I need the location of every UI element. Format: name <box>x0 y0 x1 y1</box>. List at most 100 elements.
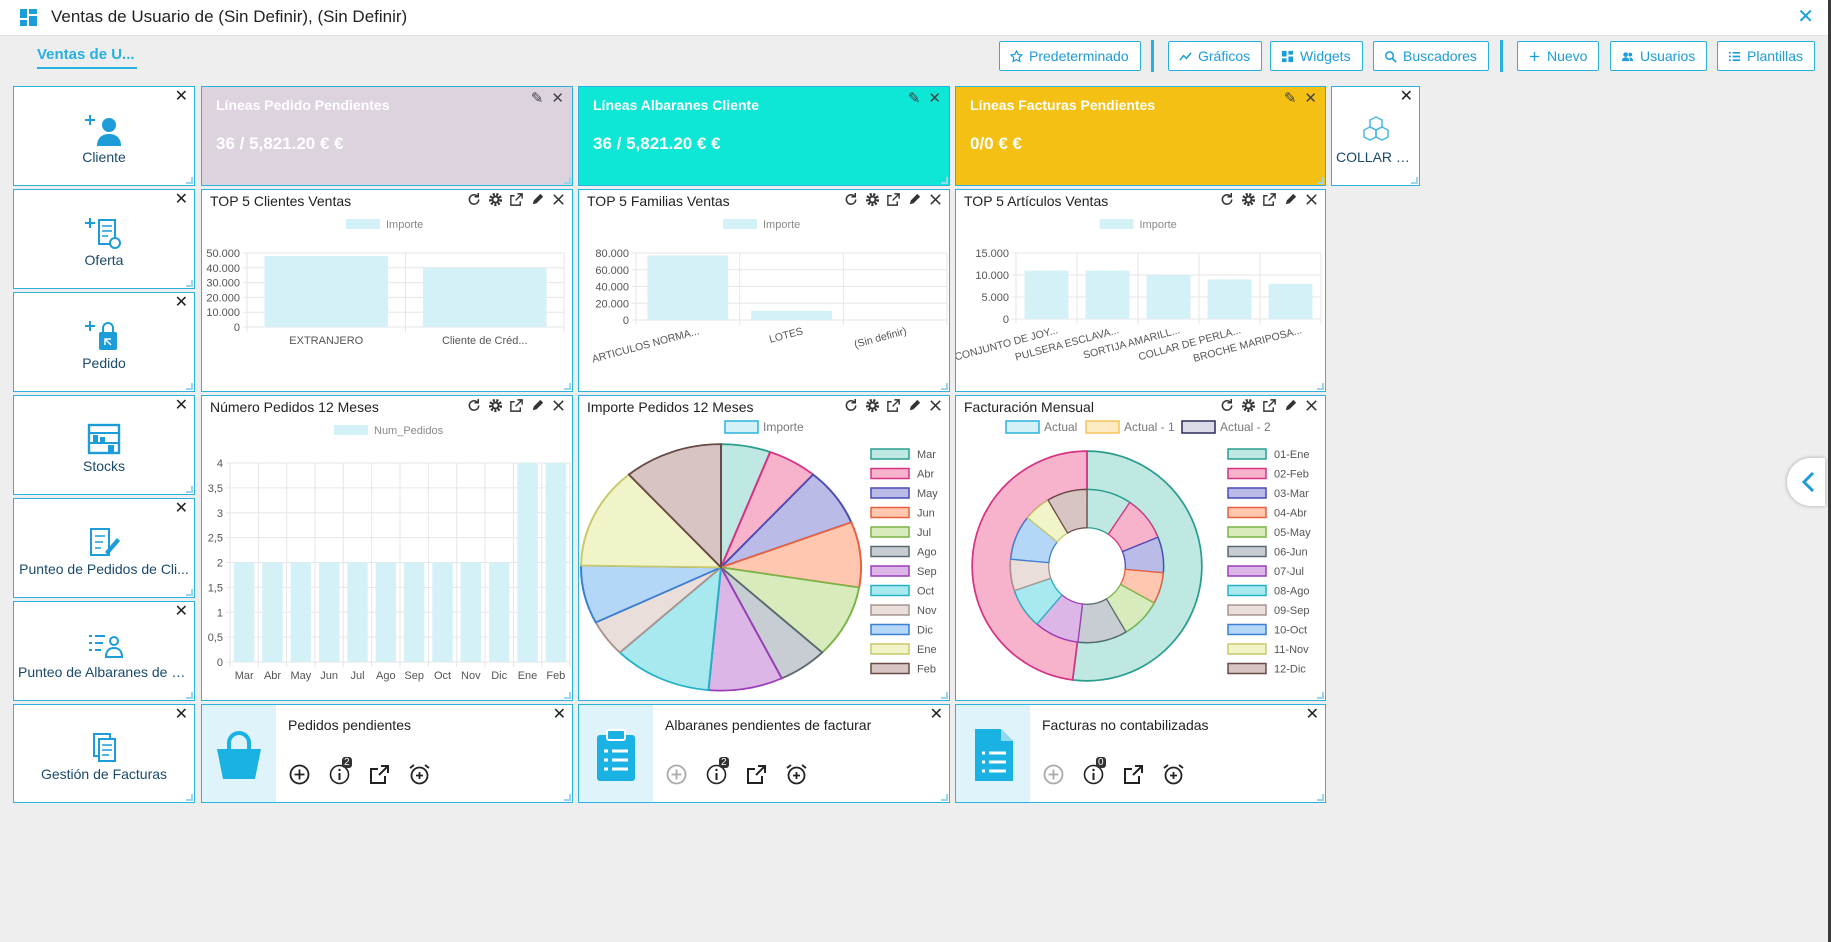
info-icon[interactable]: 2 <box>328 757 352 786</box>
expand-icon[interactable] <box>1262 192 1277 207</box>
add-circle-icon[interactable] <box>665 763 688 786</box>
resize-handle[interactable] <box>186 589 193 596</box>
gear-icon[interactable] <box>488 398 503 413</box>
quick-tile-punteo-pedidos[interactable]: ✕ Punteo de Pedidos de Cli... <box>13 498 195 598</box>
gear-icon[interactable] <box>1241 398 1256 413</box>
refresh-icon[interactable] <box>844 192 859 207</box>
quick-tile-punteo-albaranes[interactable]: ✕ Punteo de Albaranes de C... <box>13 601 195 701</box>
plantillas-button[interactable]: Plantillas <box>1717 41 1816 71</box>
expand-icon[interactable] <box>1262 398 1277 413</box>
close-icon[interactable] <box>1304 192 1319 207</box>
nuevo-button[interactable]: Nuevo <box>1517 41 1600 71</box>
close-icon[interactable]: ✕ <box>174 397 188 414</box>
close-icon[interactable]: ✕ <box>928 90 941 107</box>
resize-handle[interactable] <box>186 486 193 493</box>
close-icon[interactable]: ✕ <box>552 706 566 723</box>
close-icon[interactable] <box>551 192 566 207</box>
edit-icon[interactable]: ✎ <box>530 90 544 107</box>
side-panel-toggle[interactable] <box>1787 458 1825 506</box>
resize-handle[interactable] <box>186 794 193 801</box>
graficos-button[interactable]: Gráficos <box>1168 41 1263 71</box>
quick-tile-oferta[interactable]: ✕ Oferta <box>13 189 195 289</box>
resize-handle[interactable] <box>941 383 948 390</box>
expand-icon[interactable] <box>509 192 524 207</box>
quick-tile-collar[interactable]: ✕ COLLAR DE... <box>1331 86 1420 186</box>
resize-handle[interactable] <box>1317 177 1324 184</box>
quick-tile-gestion-facturas[interactable]: ✕ Gestión de Facturas <box>13 704 195 803</box>
edit-icon[interactable]: ✎ <box>907 90 921 107</box>
kpi-lineas-facturas-pendientes[interactable]: Líneas Facturas Pendientes 0/0 € € ✎ ✕ <box>955 86 1326 186</box>
close-icon[interactable]: ✕ <box>174 88 188 105</box>
open-external-icon[interactable] <box>1122 763 1145 786</box>
alarm-add-icon[interactable] <box>1162 763 1185 786</box>
resize-handle[interactable] <box>1317 794 1324 801</box>
resize-handle[interactable] <box>1317 383 1324 390</box>
expand-icon[interactable] <box>886 398 901 413</box>
gear-icon[interactable] <box>1241 192 1256 207</box>
close-icon[interactable]: ✕ <box>174 294 188 311</box>
resize-handle[interactable] <box>186 692 193 699</box>
refresh-icon[interactable] <box>467 192 482 207</box>
resize-handle[interactable] <box>941 794 948 801</box>
buscadores-button[interactable]: Buscadores <box>1373 41 1489 71</box>
kpi-lineas-pedido-pendientes[interactable]: Líneas Pedido Pendientes 36 / 5,821.20 €… <box>201 86 573 186</box>
quick-tile-pedido[interactable]: ✕ Pedido <box>13 292 195 392</box>
open-external-icon[interactable] <box>368 763 391 786</box>
quick-tile-stocks[interactable]: ✕ Stocks <box>13 395 195 495</box>
resize-handle[interactable] <box>564 177 571 184</box>
gear-icon[interactable] <box>488 192 503 207</box>
refresh-icon[interactable] <box>844 398 859 413</box>
resize-handle[interactable] <box>1411 177 1418 184</box>
info-icon[interactable]: 0 <box>1082 757 1106 786</box>
edit-icon[interactable] <box>907 398 922 413</box>
edit-icon[interactable]: ✎ <box>1283 90 1297 107</box>
add-circle-icon[interactable] <box>1042 763 1065 786</box>
resize-handle[interactable] <box>941 177 948 184</box>
close-icon[interactable]: ✕ <box>174 191 188 208</box>
close-icon[interactable] <box>928 192 943 207</box>
open-external-icon[interactable] <box>745 763 768 786</box>
alarm-add-icon[interactable] <box>408 763 431 786</box>
close-icon[interactable]: ✕ <box>1399 88 1413 105</box>
kpi-lineas-albaranes-cliente[interactable]: Líneas Albaranes Cliente 36 / 5,821.20 €… <box>578 86 950 186</box>
add-circle-icon[interactable] <box>288 763 311 786</box>
widgets-button[interactable]: Widgets <box>1270 41 1363 71</box>
expand-icon[interactable] <box>886 192 901 207</box>
resize-handle[interactable] <box>564 383 571 390</box>
resize-handle[interactable] <box>186 383 193 390</box>
expand-icon[interactable] <box>509 398 524 413</box>
tab-ventas[interactable]: Ventas de U... <box>37 46 137 69</box>
close-icon[interactable]: ✕ <box>1304 90 1317 107</box>
close-icon[interactable]: ✕ <box>929 706 943 723</box>
edit-icon[interactable] <box>530 192 545 207</box>
resize-handle[interactable] <box>564 692 571 699</box>
edit-icon[interactable] <box>1283 192 1298 207</box>
close-icon[interactable] <box>1304 398 1319 413</box>
edit-icon[interactable] <box>907 192 922 207</box>
close-icon[interactable]: ✕ <box>174 603 188 620</box>
info-icon[interactable]: 2 <box>705 757 729 786</box>
edit-icon[interactable] <box>530 398 545 413</box>
edit-icon[interactable] <box>1283 398 1298 413</box>
close-window-icon[interactable]: ✕ <box>1797 6 1814 28</box>
usuarios-button[interactable]: Usuarios <box>1610 41 1708 71</box>
quick-tile-cliente[interactable]: ✕ Cliente <box>13 86 195 186</box>
resize-handle[interactable] <box>1317 692 1324 699</box>
gear-icon[interactable] <box>865 192 880 207</box>
refresh-icon[interactable] <box>1220 192 1235 207</box>
close-icon[interactable]: ✕ <box>174 706 188 723</box>
close-icon[interactable]: ✕ <box>1305 706 1319 723</box>
close-icon[interactable] <box>551 398 566 413</box>
resize-handle[interactable] <box>186 280 193 287</box>
alarm-add-icon[interactable] <box>785 763 808 786</box>
resize-handle[interactable] <box>941 692 948 699</box>
resize-handle[interactable] <box>186 177 193 184</box>
predeterminado-button[interactable]: Predeterminado <box>999 41 1141 71</box>
close-icon[interactable]: ✕ <box>551 90 564 107</box>
close-icon[interactable] <box>928 398 943 413</box>
close-icon[interactable]: ✕ <box>174 500 188 517</box>
gear-icon[interactable] <box>865 398 880 413</box>
refresh-icon[interactable] <box>1220 398 1235 413</box>
resize-handle[interactable] <box>564 794 571 801</box>
refresh-icon[interactable] <box>467 398 482 413</box>
